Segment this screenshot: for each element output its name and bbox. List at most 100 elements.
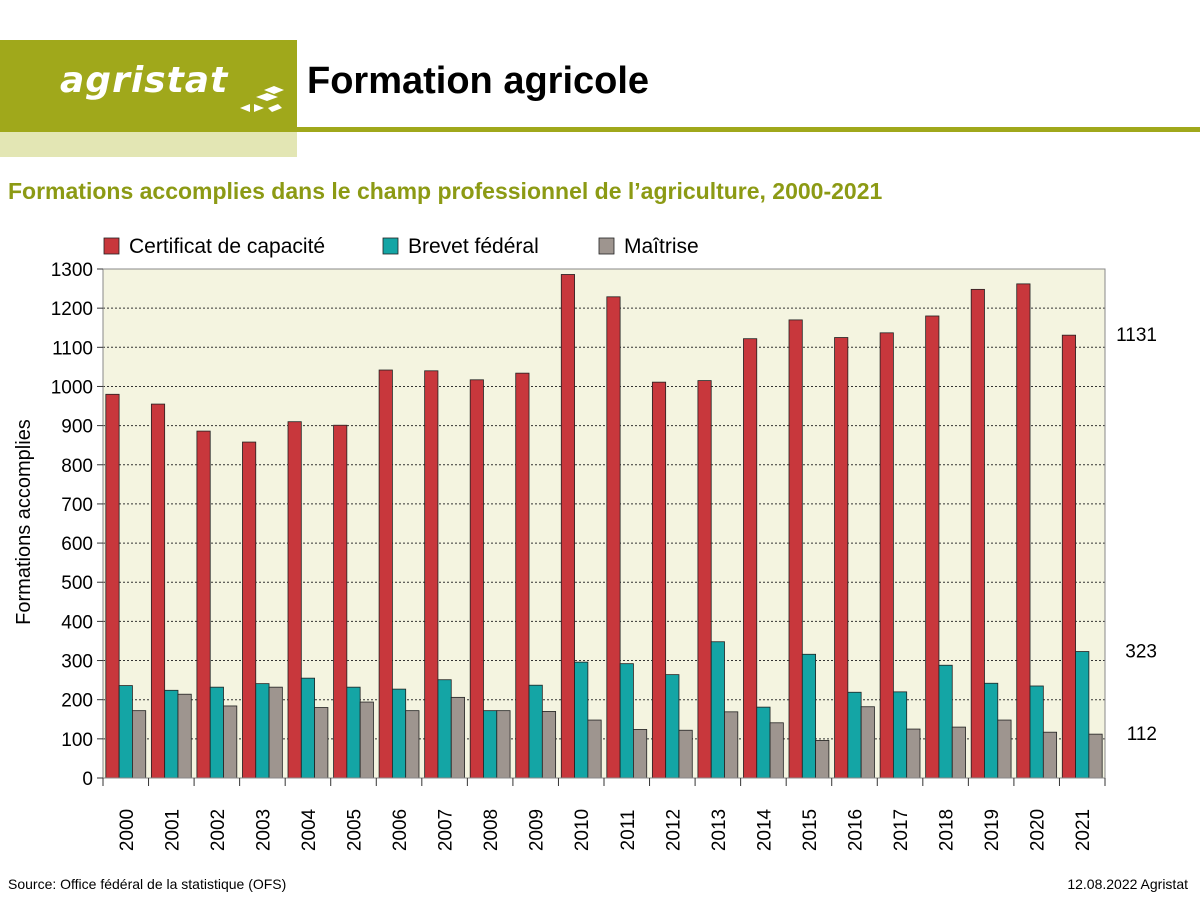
chart-title: Formations accomplies dans le champ prof… [8, 178, 883, 204]
bar-2009-3 [541, 711, 557, 779]
x-tick-label: 2010 [572, 809, 593, 851]
logo-wordmark: agristat [60, 60, 229, 101]
bar-2018-2 [938, 664, 953, 779]
x-tick-label: 2004 [299, 808, 320, 851]
bar-2014-1 [743, 338, 758, 779]
bar-2015-3 [815, 740, 830, 779]
bar-2012-1 [651, 381, 667, 779]
y-tick-label: 0 [82, 769, 93, 790]
y-tick-label: 500 [61, 573, 93, 594]
bar-chart: Certificat de capacité Brevet fédéral Maît… [13, 235, 1157, 851]
bar-2001-1 [150, 403, 166, 779]
bar-2018-3 [951, 726, 966, 779]
bar-2007-3 [450, 696, 465, 779]
bar-2011-3 [633, 729, 648, 779]
grid-lines [103, 307, 1105, 740]
bar-2020-2 [1029, 685, 1044, 779]
bar-2003-1 [242, 441, 257, 779]
y-tick-label: 200 [61, 691, 93, 712]
x-tick-label: 2020 [1028, 809, 1049, 851]
x-tick-label: 2019 [982, 809, 1003, 851]
legend-swatch-1 [103, 237, 120, 255]
bar-2020-1 [1016, 283, 1031, 779]
bar-2014-3 [769, 722, 784, 779]
bar-2009-1 [515, 372, 530, 779]
source-note: Source: Office fédéral de la statistique… [8, 876, 287, 892]
bar-2005-1 [333, 424, 348, 779]
x-tick-label: 2011 [618, 810, 639, 851]
bar-2007-2 [437, 679, 452, 779]
bar-2008-3 [496, 710, 511, 779]
y-tick-label: 1200 [51, 299, 93, 320]
bar-2011-1 [606, 296, 621, 779]
y-axis-label: Formations accomplies [13, 419, 35, 625]
x-tick-label: 2021 [1073, 809, 1094, 851]
x-tick-label: 2014 [754, 808, 775, 851]
bar-2000-2 [118, 685, 133, 779]
x-tick-label: 2012 [663, 809, 684, 851]
y-tick-label: 1300 [51, 260, 93, 281]
bar-2017-1 [879, 332, 894, 779]
bar-2006-2 [391, 688, 407, 779]
x-tick-label: 2016 [846, 809, 867, 851]
annotation-label: 323 [1125, 642, 1157, 663]
bar-2010-2 [574, 661, 589, 779]
bar-2016-2 [847, 691, 862, 779]
bar-2015-2 [801, 653, 817, 779]
bar-2013-1 [697, 380, 712, 779]
bar-2003-3 [268, 686, 283, 779]
annotation-label: 1131 [1116, 325, 1157, 346]
bar-2009-2 [528, 684, 543, 779]
header-rule [297, 127, 1200, 132]
bar-2017-3 [906, 728, 921, 779]
legend-label-3: Maîtrise [624, 235, 699, 258]
bar-2002-1 [196, 430, 211, 779]
date-credit: 12.08.2022 Agristat [1067, 876, 1188, 892]
bar-2008-2 [483, 710, 498, 779]
y-tick-label: 300 [61, 652, 93, 673]
x-tick-label: 2015 [800, 809, 821, 851]
bar-2006-3 [405, 710, 420, 779]
bar-2000-1 [105, 393, 120, 779]
bar-2016-3 [860, 706, 875, 779]
bar-2006-1 [378, 369, 393, 779]
x-tick-label: 2005 [345, 809, 366, 851]
y-tick-label: 700 [61, 495, 93, 516]
bar-2004-1 [287, 421, 302, 779]
bar-2003-2 [255, 683, 270, 779]
y-tick-label: 800 [61, 456, 93, 477]
bar-2001-3 [177, 693, 192, 779]
page-title: Formation agricole [307, 60, 650, 102]
bar-2002-2 [209, 686, 224, 779]
x-tick-label: 2007 [436, 809, 457, 851]
bar-2010-1 [560, 274, 575, 779]
legend-swatch-3 [598, 237, 615, 255]
y-tick-label: 400 [61, 612, 93, 633]
bar-2019-3 [997, 719, 1012, 779]
bar-2002-3 [223, 705, 238, 779]
bar-2019-2 [984, 682, 999, 779]
bar-2015-1 [788, 319, 803, 779]
bar-2007-1 [424, 370, 439, 779]
y-tick-label: 100 [61, 730, 93, 751]
logo-shadow [0, 132, 297, 157]
x-tick-label: 2001 [162, 809, 183, 851]
bar-2013-2 [710, 641, 725, 779]
x-tick-label: 2009 [527, 809, 548, 851]
bar-2016-1 [834, 337, 849, 779]
x-tick-label: 2018 [937, 809, 958, 851]
bar-2005-3 [359, 701, 374, 779]
bar-2020-3 [1042, 731, 1058, 779]
y-tick-label: 1000 [51, 377, 93, 398]
bar-2018-1 [925, 315, 940, 779]
legend-label-1: Certificat de capacité [129, 235, 325, 258]
bar-2001-2 [164, 689, 179, 779]
x-tick-label: 2002 [208, 809, 229, 851]
x-tick-label: 2000 [117, 809, 138, 851]
legend-swatch-2 [382, 237, 399, 255]
bar-2000-3 [132, 710, 147, 779]
annotations: 1131 323 112 [1116, 325, 1157, 745]
bar-2012-2 [665, 674, 680, 779]
bar-2012-3 [678, 729, 693, 779]
x-tick-label: 2017 [891, 809, 912, 851]
